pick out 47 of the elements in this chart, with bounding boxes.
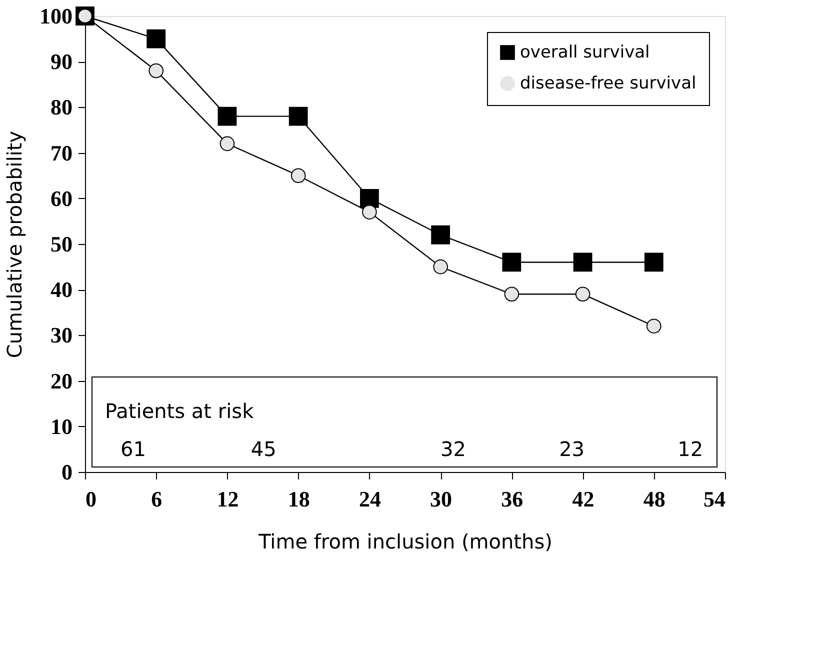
point xyxy=(148,63,164,78)
annotation: 61 xyxy=(120,437,146,461)
point xyxy=(431,225,450,244)
y-tick-label: 90 xyxy=(50,49,72,74)
x-tick-label: 42 xyxy=(572,486,594,512)
x-tick-label: 12 xyxy=(216,486,239,512)
y-tick-label: 40 xyxy=(50,277,72,302)
x-tick-label: 36 xyxy=(501,486,524,512)
x-tick-label: 18 xyxy=(288,486,310,512)
legend-label: overall survival xyxy=(520,42,650,62)
annotation: 23 xyxy=(559,437,585,461)
point xyxy=(644,252,664,272)
y-tick-label: 60 xyxy=(50,186,72,211)
x-tick-label: 24 xyxy=(358,486,381,512)
y-tick-label: 100 xyxy=(40,4,72,28)
point xyxy=(146,29,166,48)
legend-label: disease-free survival xyxy=(520,74,696,94)
point xyxy=(575,286,590,302)
point xyxy=(218,106,237,126)
y-tick-label: 20 xyxy=(50,368,72,394)
point xyxy=(220,136,235,152)
x-tick-label: 0 xyxy=(86,486,96,512)
point xyxy=(433,259,448,274)
x-tick-label: 48 xyxy=(643,486,666,512)
point xyxy=(360,188,379,208)
point xyxy=(290,168,306,183)
y-tick-label: 0 xyxy=(62,460,72,484)
point xyxy=(288,106,308,126)
x-tick-label: 54 xyxy=(704,486,726,512)
x-tick-label: 30 xyxy=(430,486,452,512)
y-tick-label: 80 xyxy=(50,94,72,120)
y-tick-label: 70 xyxy=(50,140,72,166)
annotation: 45 xyxy=(250,437,276,461)
point xyxy=(646,318,662,334)
y-tick-label: 50 xyxy=(50,232,72,256)
y-axis-title: Cumulative probability xyxy=(2,130,26,358)
point xyxy=(502,252,522,272)
annotation: 12 xyxy=(678,437,704,461)
annotation: 32 xyxy=(440,437,466,461)
x-tick-label: 6 xyxy=(151,486,162,512)
x-axis-title: Time from inclusion (months) xyxy=(258,530,552,554)
point xyxy=(362,204,377,220)
y-tick-label: 10 xyxy=(50,414,72,439)
y-tick-label: 30 xyxy=(50,322,72,348)
point xyxy=(573,252,592,272)
point xyxy=(504,286,520,302)
annotation: Patients at risk xyxy=(105,399,254,423)
